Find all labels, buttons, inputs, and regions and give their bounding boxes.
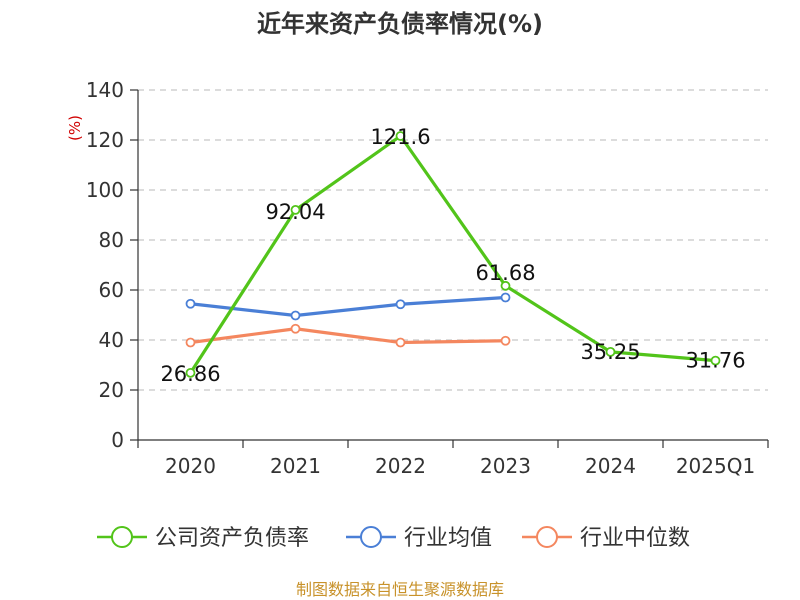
series-point-1	[290, 310, 301, 321]
series-line-0	[189, 134, 716, 374]
series-point-1	[185, 298, 196, 309]
y-tick-label: 40	[99, 328, 124, 352]
y-tick-label: 140	[86, 78, 124, 102]
series-point-2	[290, 323, 301, 334]
series-point-0	[395, 131, 406, 141]
y-tick-label: 100	[86, 178, 124, 202]
y-tick-label: 0	[111, 428, 124, 452]
axes: 0 20 40 60 80 100 120 140 2020 2021 2022 2023 2024 20…	[86, 78, 769, 478]
series-lines	[185, 131, 721, 378]
series-point-0	[290, 204, 301, 215]
source-note: 制图数据来自恒生聚源数据库	[296, 580, 504, 599]
series-point-2	[395, 337, 406, 348]
legend-marker	[536, 526, 558, 548]
data-label: 92.04	[265, 200, 325, 224]
series-point-0	[605, 346, 616, 357]
y-tick-label: 120	[86, 128, 124, 152]
legend-item-2: 行业中位数	[522, 526, 690, 551]
series-line-2	[190, 327, 506, 345]
data-label: 121.6	[370, 125, 430, 149]
y-tick-label: 80	[99, 228, 124, 252]
series-point-2	[185, 337, 196, 348]
legend: 公司资产负债率 行业均值 行业中位数	[97, 526, 690, 551]
gridlines	[138, 89, 768, 391]
legend-label: 公司资产负债率	[155, 526, 309, 551]
legend-item-0: 公司资产负债率	[97, 526, 309, 551]
x-tick-label: 2023	[480, 454, 531, 478]
chart-title: 近年来资产负债率情况(%)	[257, 10, 543, 38]
series-point-1	[395, 299, 406, 310]
legend-item-1: 行业均值	[346, 526, 492, 551]
x-tick-label: 2024	[585, 454, 636, 478]
y-tick-label: 20	[99, 378, 124, 402]
x-tick-label: 2022	[375, 454, 426, 478]
series-point-0	[710, 355, 721, 366]
data-label: 61.68	[475, 261, 535, 285]
data-label: 35.25	[580, 340, 640, 364]
data-label: 31.76	[685, 349, 745, 373]
series-point-0	[185, 367, 196, 378]
x-tick-label: 2021	[270, 454, 321, 478]
legend-label: 行业中位数	[580, 526, 690, 551]
x-tick-label: 2025Q1	[676, 454, 755, 478]
series-line-1	[190, 295, 506, 318]
legend-marker	[360, 526, 382, 548]
series-point-0	[500, 280, 511, 291]
y-tick-label: 60	[99, 278, 124, 302]
data-label: 26.86	[160, 362, 220, 386]
legend-marker	[111, 526, 133, 548]
series-point-1	[500, 292, 511, 303]
series-point-2	[500, 335, 511, 346]
x-tick-label: 2020	[165, 454, 216, 478]
data-labels: 26.86 92.04 121.6 61.68 35.25 31.76	[160, 125, 745, 386]
legend-label: 行业均值	[404, 526, 492, 551]
y-axis-unit-label: (%)	[66, 115, 84, 141]
